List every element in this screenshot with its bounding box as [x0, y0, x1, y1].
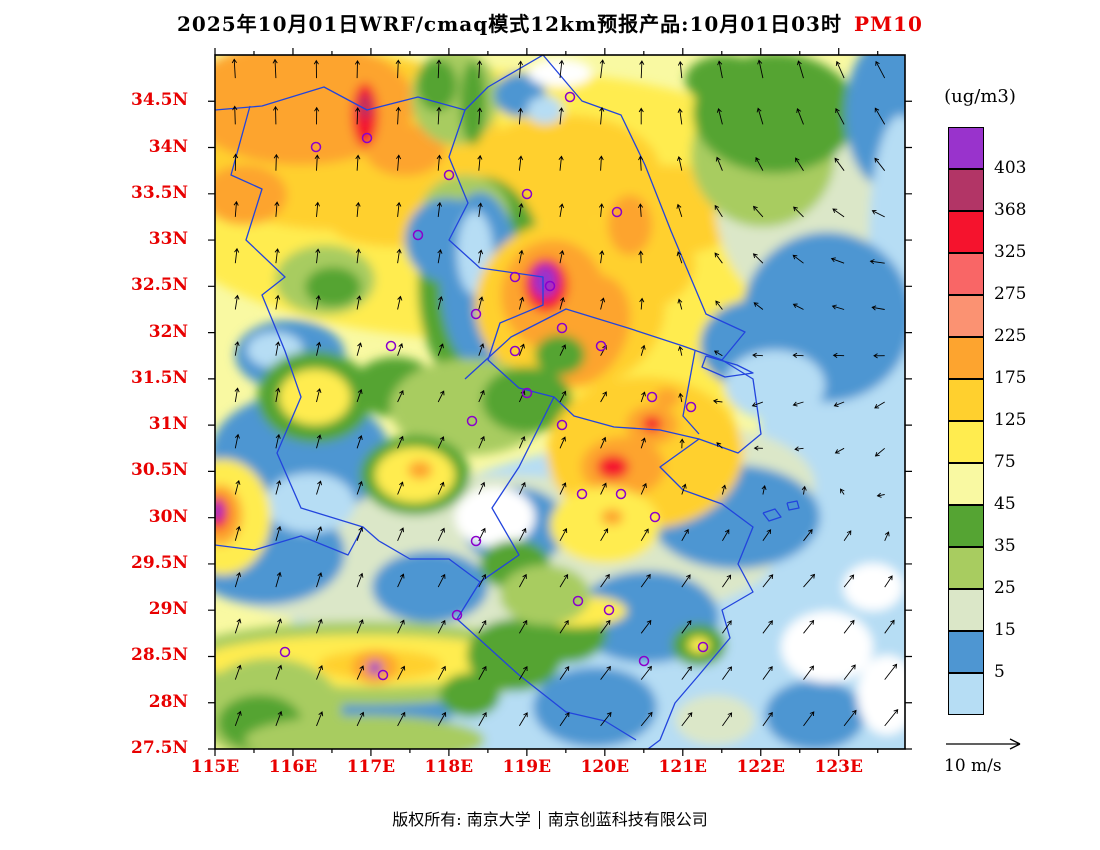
- colorbar-level: 125: [994, 410, 1027, 430]
- colorbar-level: 325: [994, 242, 1027, 262]
- lat-label: 34N: [148, 136, 188, 157]
- lon-label: 123E: [814, 757, 863, 777]
- colorbar-box: [948, 463, 984, 505]
- lon-label: 117E: [346, 757, 396, 777]
- plot-title-text: 2025年10月01日WRF/cmaq模式12km预报产品:10月01日03时: [177, 12, 842, 36]
- colorbar-level: 368: [994, 200, 1027, 220]
- colorbar-box: [948, 337, 984, 379]
- colorbar-level: 35: [994, 536, 1016, 556]
- colorbar-unit: (ug/m3): [944, 86, 1016, 107]
- lat-label: 28.5N: [131, 645, 188, 666]
- colorbar-level: 275: [994, 284, 1027, 304]
- colorbar-box: [948, 379, 984, 421]
- colorbar-box: [948, 505, 984, 547]
- lat-label: 34.5N: [131, 90, 188, 111]
- colorbar-box: [948, 169, 984, 211]
- colorbar-box: [948, 127, 984, 169]
- lon-label: 120E: [580, 757, 630, 777]
- map-panel: [208, 48, 912, 756]
- pm10-field: [215, 55, 905, 749]
- wind-reference: 10 m/s: [938, 732, 1068, 776]
- colorbar-level: 403: [994, 158, 1027, 178]
- colorbar-box: [948, 295, 984, 337]
- colorbar-box: [948, 631, 984, 673]
- lon-label: 122E: [736, 757, 785, 777]
- colorbar-level: 175: [994, 368, 1027, 388]
- wind-vectors: [231, 58, 899, 727]
- colorbar: 403 368 325 275 225 175 125 75 45 35 25 15 5: [948, 127, 1088, 727]
- lat-label: 30.5N: [131, 460, 188, 481]
- wind-reference-label: 10 m/s: [944, 756, 1002, 776]
- lat-label: 31.5N: [131, 367, 188, 388]
- axis-ticks: [208, 48, 912, 756]
- colorbar-level: 25: [994, 578, 1016, 598]
- copyright-left: 版权所有: 南京大学: [392, 810, 531, 829]
- lon-label: 116E: [268, 757, 318, 777]
- wind-reference-arrow: [946, 738, 1021, 750]
- copyright-right: 南京创蓝科技有限公司: [547, 810, 708, 829]
- species-label: PM10: [853, 12, 923, 36]
- copyright-divider-icon: [538, 811, 540, 829]
- map-frame: [214, 54, 906, 750]
- colorbar-level: 75: [994, 452, 1016, 472]
- colorbar-level: 5: [994, 662, 1005, 682]
- colorbar-box: [948, 673, 984, 715]
- colorbar-box: [948, 211, 984, 253]
- lat-label: 32.5N: [131, 275, 188, 296]
- lat-label: 29N: [148, 599, 188, 620]
- colorbar-box: [948, 589, 984, 631]
- colorbar-level: 15: [994, 620, 1016, 640]
- plot-title: 2025年10月01日WRF/cmaq模式12km预报产品:10月01日03时 P…: [0, 8, 1100, 37]
- lon-label: 119E: [502, 757, 552, 777]
- lat-label: 33.5N: [131, 182, 188, 203]
- colorbar-level: 225: [994, 326, 1027, 346]
- lon-label: 115E: [190, 757, 240, 777]
- lon-label: 121E: [658, 757, 707, 777]
- lat-label: 32N: [148, 321, 188, 342]
- colorbar-box: [948, 253, 984, 295]
- lat-label: 28N: [148, 691, 188, 712]
- colorbar-box: [948, 421, 984, 463]
- province-borders: [215, 55, 800, 749]
- lat-label: 27.5N: [131, 738, 188, 758]
- colorbar-box: [948, 547, 984, 589]
- lat-label: 30N: [148, 506, 188, 527]
- lon-label: 118E: [424, 757, 474, 777]
- colorbar-level: 45: [994, 494, 1016, 514]
- station-markers: [279, 91, 709, 681]
- lat-label: 29.5N: [131, 552, 188, 573]
- copyright: 版权所有: 南京大学 南京创蓝科技有限公司: [0, 806, 1100, 830]
- lat-label: 31N: [148, 414, 188, 435]
- lat-label: 33N: [148, 229, 188, 250]
